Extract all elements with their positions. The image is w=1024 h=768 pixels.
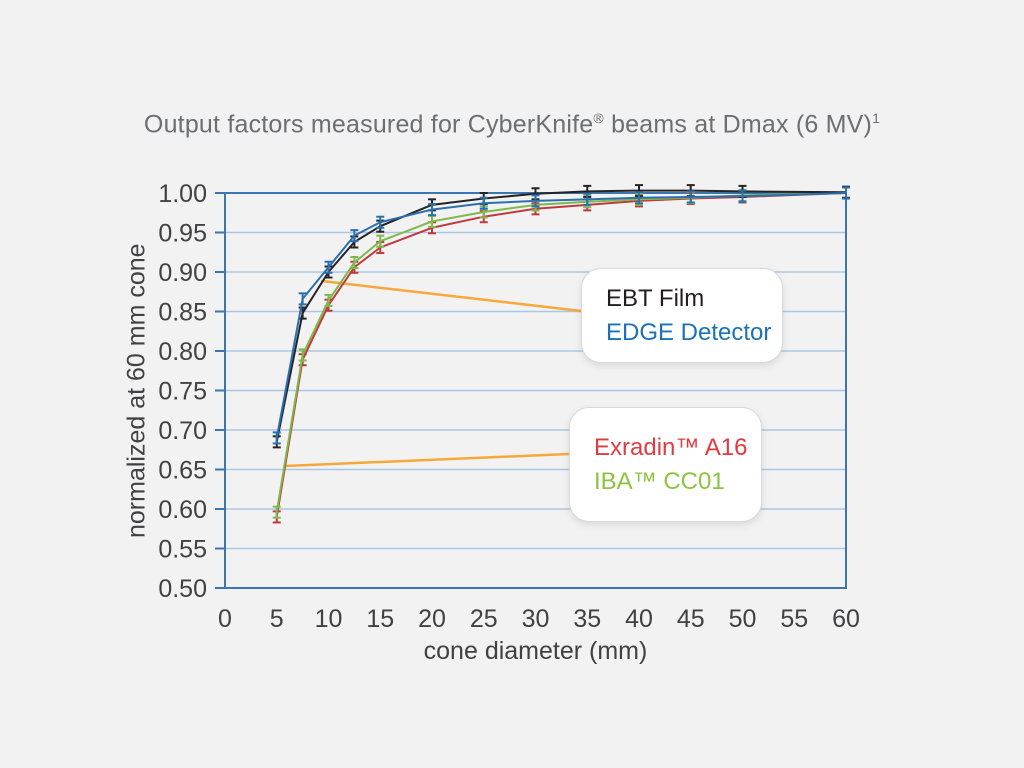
y-tick-label: 0.85 [158,299,207,327]
legend-label-ebt-film: EBT Film [606,284,705,312]
x-tick-label: 15 [366,605,394,633]
y-tick-label: 0.75 [158,378,207,406]
y-tick-label: 0.65 [158,457,207,485]
registered-trademark-symbol: ® [593,110,604,126]
y-tick-label: 0.55 [158,536,207,564]
x-tick-label: 45 [677,605,705,633]
callout-line [283,452,571,468]
x-tick-label: 25 [470,605,498,633]
legend-label-exradin-a16: Exradin™ A16 [594,433,748,461]
y-tick-label: 0.90 [158,259,207,287]
chart-title-text: Output factors measured for CyberKnife [143,110,594,139]
legend-label-iba-cc01: IBA™ CC01 [594,467,725,495]
y-axis-title: normalized at 60 mm cone [122,243,151,538]
x-tick-label: 10 [315,605,343,633]
y-tick-label: 0.70 [158,417,207,445]
x-tick-label: 35 [573,605,601,633]
x-tick-label: 5 [270,605,284,633]
x-tick-label: 30 [522,605,550,633]
x-tick-label: 20 [418,605,446,633]
y-tick-label: 0.95 [158,220,207,248]
y-tick-label: 1.00 [158,180,207,208]
legend-box-chambers: Exradin™ A16 IBA™ CC01 [569,407,762,522]
y-tick-label: 0.50 [158,575,207,603]
chart-title: Output factors measured for CyberKnife® … [0,110,1024,139]
footnote-superscript: 1 [872,110,881,126]
x-tick-label: 55 [780,605,808,633]
y-tick-label: 0.60 [158,496,207,524]
x-axis-title: cone diameter (mm) [423,637,648,665]
x-tick-label: 60 [832,605,860,633]
y-tick-label: 0.80 [158,338,207,366]
legend-box-film-edge: EBT Film EDGE Detector [581,268,783,363]
x-tick-label: 40 [625,605,653,633]
callout-line [320,279,583,313]
legend-label-edge-detector: EDGE Detector [606,318,772,346]
x-tick-label: 0 [218,605,232,633]
x-tick-label: 50 [729,605,757,633]
chart-title-text-2: beams at Dmax (6 MV) [603,110,873,139]
